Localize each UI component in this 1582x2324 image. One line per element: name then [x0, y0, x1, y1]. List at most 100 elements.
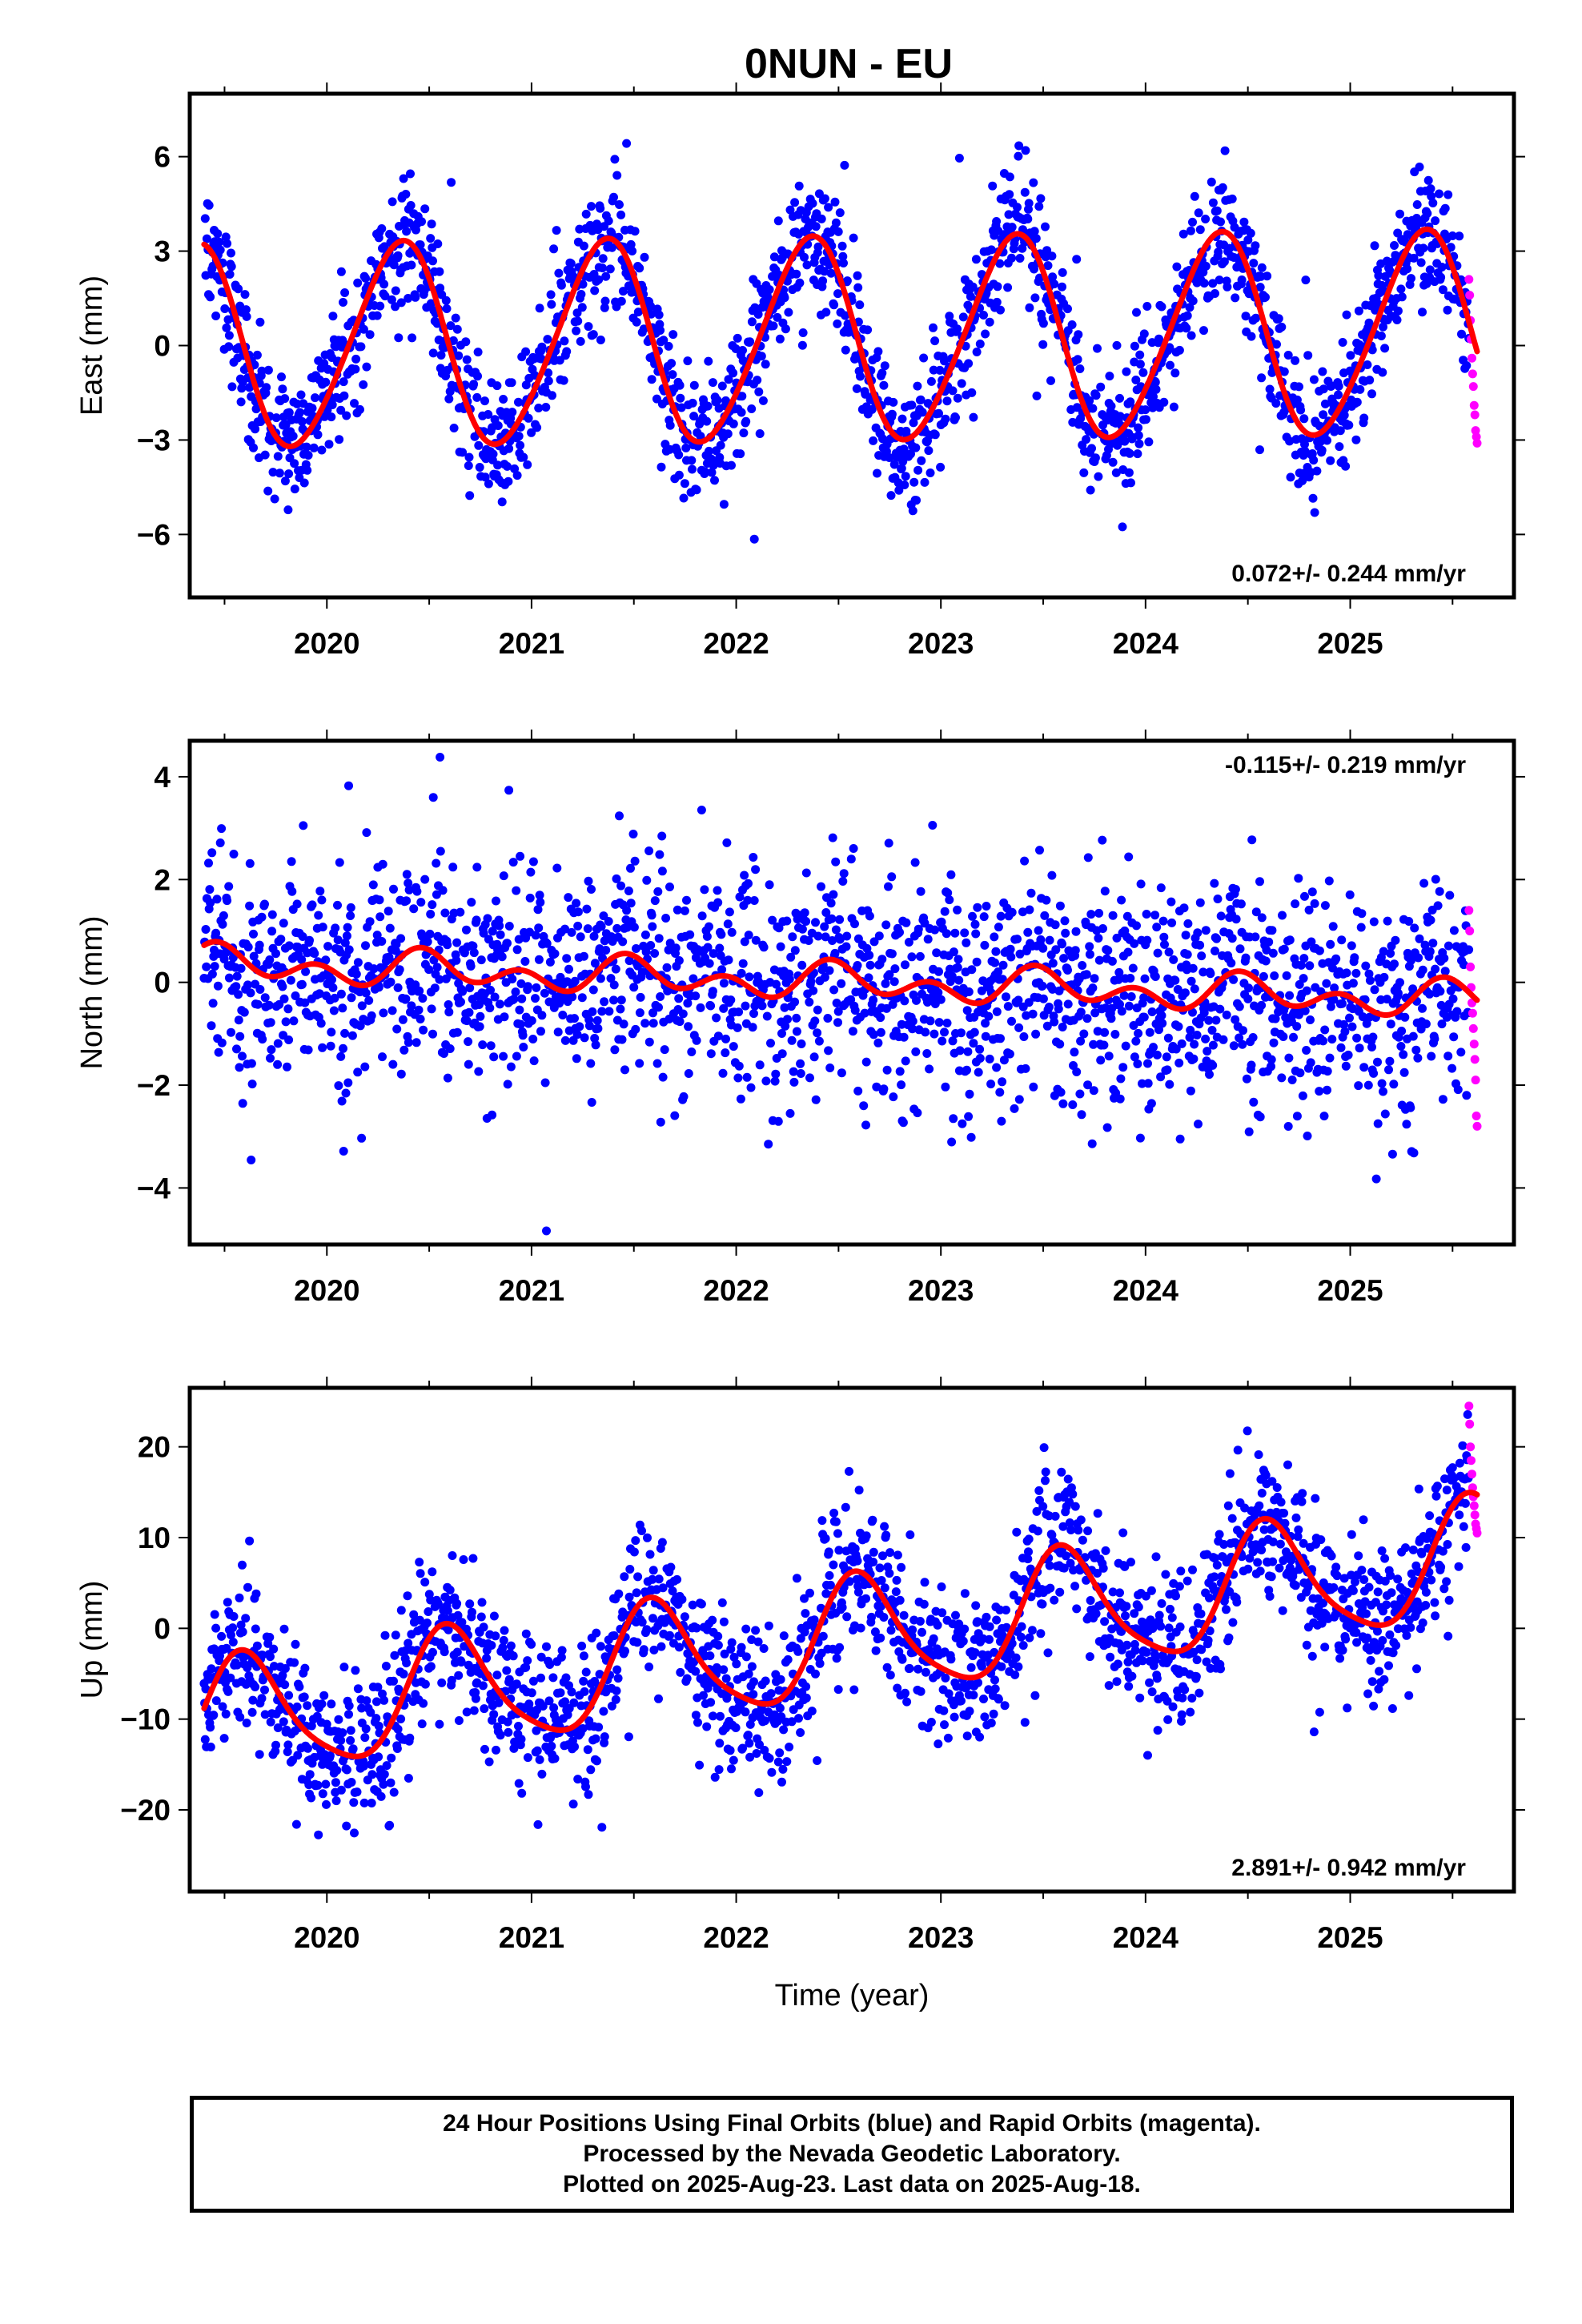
data-point — [785, 205, 795, 215]
data-point — [255, 317, 265, 327]
data-point — [336, 1051, 346, 1061]
data-point — [357, 1703, 367, 1713]
data-point — [1459, 960, 1468, 970]
data-point — [564, 893, 573, 903]
data-point — [1267, 1062, 1275, 1072]
data-point — [1152, 1050, 1162, 1059]
data-point — [887, 872, 897, 882]
data-point — [947, 1137, 957, 1147]
data-point — [1303, 1132, 1312, 1140]
data-point — [721, 1034, 730, 1043]
data-point — [658, 1072, 668, 1082]
data-point — [1144, 437, 1154, 447]
data-point — [792, 1013, 801, 1023]
data-point — [495, 999, 504, 1009]
data-point — [1165, 1080, 1174, 1089]
data-point — [305, 935, 314, 945]
data-point — [743, 895, 753, 905]
data-point — [534, 955, 544, 964]
data-point — [758, 396, 768, 405]
data-point — [1355, 384, 1365, 394]
data-point — [1236, 899, 1246, 909]
data-point — [1241, 953, 1251, 963]
data-point — [1241, 312, 1251, 321]
data-point — [375, 912, 385, 922]
data-point — [876, 1027, 885, 1037]
data-point — [703, 401, 713, 411]
data-point — [536, 1027, 545, 1036]
data-point — [386, 1778, 396, 1787]
data-point — [342, 1821, 351, 1831]
data-point — [596, 974, 605, 983]
data-point — [1300, 891, 1309, 901]
data-point — [766, 1039, 775, 1048]
data-point — [215, 1651, 224, 1661]
data-point — [1115, 1094, 1125, 1104]
data-point — [342, 931, 351, 941]
data-point — [1038, 319, 1048, 328]
data-point — [223, 896, 232, 906]
data-point — [428, 348, 438, 358]
data-point — [624, 1592, 634, 1602]
data-point — [472, 915, 481, 925]
data-point — [1087, 444, 1096, 453]
data-point — [749, 853, 758, 862]
data-point — [432, 890, 441, 899]
data-point — [647, 375, 656, 384]
data-point — [1436, 272, 1446, 282]
data-point — [1077, 1110, 1086, 1120]
data-point — [1122, 911, 1132, 921]
data-point — [683, 356, 693, 366]
data-point — [1320, 901, 1330, 911]
data-point — [1174, 1058, 1184, 1068]
data-point — [1438, 1095, 1447, 1104]
data-point — [729, 419, 738, 428]
data-point — [1259, 971, 1268, 981]
data-point — [717, 930, 726, 939]
data-point — [838, 251, 848, 261]
data-point — [310, 949, 319, 959]
data-point — [420, 1578, 430, 1587]
data-point — [687, 1047, 697, 1056]
x-tick-label: 2024 — [1113, 1274, 1179, 1307]
data-point — [712, 1013, 721, 1023]
data-point — [458, 987, 468, 996]
data-point — [1115, 393, 1124, 403]
data-point — [949, 947, 958, 957]
data-point — [1298, 476, 1307, 485]
data-point — [436, 283, 445, 293]
rapid-point — [1468, 1023, 1478, 1033]
data-point — [473, 372, 482, 381]
data-point — [706, 1001, 716, 1011]
data-point — [1247, 332, 1256, 341]
data-point — [1279, 1032, 1288, 1041]
data-point — [340, 1028, 350, 1038]
data-point — [591, 1734, 600, 1743]
data-point — [260, 450, 270, 460]
data-point — [536, 898, 545, 907]
data-point — [742, 1072, 752, 1082]
data-point — [954, 154, 964, 163]
east-final-points — [200, 139, 1474, 544]
data-point — [1327, 1035, 1337, 1044]
data-point — [999, 1055, 1009, 1065]
data-point — [238, 1099, 247, 1108]
data-point — [754, 387, 764, 396]
data-point — [334, 1715, 343, 1724]
data-point — [344, 781, 353, 790]
data-point — [1373, 1119, 1383, 1128]
data-point — [573, 907, 583, 917]
data-point — [368, 880, 378, 890]
data-point — [640, 930, 650, 939]
data-point — [749, 1690, 758, 1699]
data-point — [658, 1583, 668, 1593]
data-point — [889, 397, 898, 407]
data-point — [1231, 1015, 1240, 1024]
data-point — [402, 896, 412, 906]
data-point — [514, 432, 524, 441]
data-point — [771, 1069, 781, 1079]
data-point — [434, 1599, 443, 1609]
data-point — [792, 1027, 801, 1036]
data-point — [1030, 227, 1039, 236]
data-point — [296, 390, 306, 400]
